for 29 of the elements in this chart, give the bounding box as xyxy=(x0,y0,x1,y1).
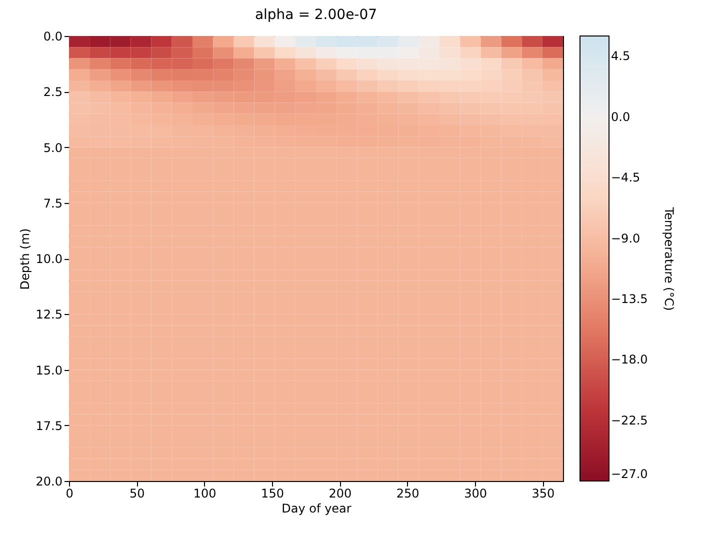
y-tick-label: 5.0 xyxy=(43,140,62,155)
x-tick-label: 50 xyxy=(130,486,145,500)
color-bar-label: −9.0 xyxy=(611,231,640,246)
x-tick-label: 100 xyxy=(193,486,216,500)
x-tick-label: 150 xyxy=(261,486,284,500)
color-bar-label: −27.0 xyxy=(611,467,648,481)
x-tick-label: 350 xyxy=(532,486,555,500)
x-tick-label: 300 xyxy=(464,486,487,500)
color-bar-label: −4.5 xyxy=(611,170,640,185)
y-tick-label: 15.0 xyxy=(36,363,62,378)
y-tick-label: 20.0 xyxy=(36,474,62,488)
color-bar-title: Temperature (°C) xyxy=(662,206,676,311)
x-tick-label: 250 xyxy=(396,486,420,500)
x-tick-label: 0 xyxy=(66,486,74,500)
y-tick-label: 12.5 xyxy=(36,308,62,322)
chart-title: alpha = 2.00e-07 xyxy=(254,7,378,23)
color-bar-label: −22.5 xyxy=(611,413,648,428)
color-bar-label: −18.0 xyxy=(611,352,648,367)
y-tick-label: 17.5 xyxy=(36,418,62,433)
x-axis-title: Day of year xyxy=(282,502,352,516)
color-bar-label: 4.5 xyxy=(611,49,630,64)
y-tick-label: 7.5 xyxy=(43,196,62,210)
y-axis-title: Depth (m) xyxy=(18,228,32,290)
y-tick-label: 2.5 xyxy=(43,85,62,100)
x-tick-label: 200 xyxy=(328,486,352,500)
color-bar-label: −13.5 xyxy=(611,292,648,306)
y-tick-label: 10.0 xyxy=(36,252,62,266)
y-tick-label: 0.0 xyxy=(43,30,62,44)
color-bar-label: 0.0 xyxy=(611,110,630,124)
